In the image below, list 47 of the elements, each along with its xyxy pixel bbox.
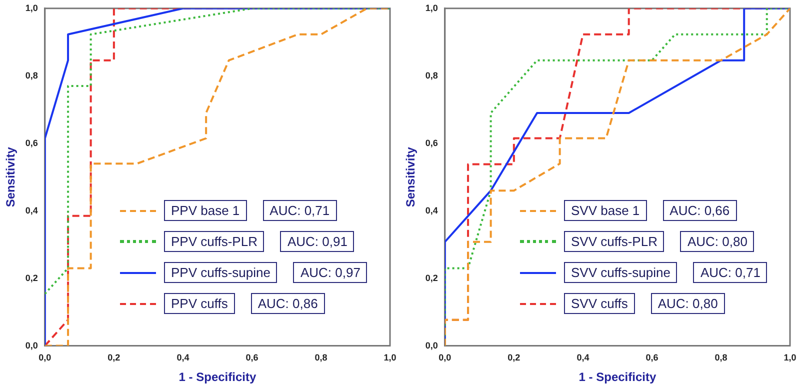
x-tick-label: 0,8	[714, 352, 728, 363]
y-tick-label: 0,2	[425, 272, 438, 283]
annotation: AUC: 0,86	[250, 293, 325, 314]
y-tick-label: 0,0	[25, 340, 38, 350]
y-tick-label: 1,0	[25, 2, 38, 13]
x-tick-label: 0,8	[314, 352, 328, 363]
legend-label: SVV cuffs	[564, 293, 635, 314]
x-tick-label: 0,4	[176, 352, 190, 363]
y-tick-label: 0,0	[425, 340, 438, 350]
x-tick-label: 0,0	[438, 352, 452, 363]
y-axis-title: Sensitivity	[404, 146, 418, 208]
x-tick-label: 1,0	[784, 352, 796, 363]
y-tick-label: 0,2	[25, 272, 38, 283]
x-tick-label: 0,0	[38, 352, 52, 363]
y-tick-label: 0,6	[25, 138, 38, 148]
x-tick-label: 0,2	[508, 352, 520, 363]
x-tick-label: 0,6	[246, 352, 258, 363]
y-axis-title: Sensitivity	[4, 146, 18, 208]
x-tick-label: 1,0	[384, 352, 396, 363]
line-series	[444, 8, 790, 346]
y-tick-label: 0,6	[425, 138, 438, 148]
annotation: AUC: 0,71	[262, 200, 337, 221]
y-tick-label: 1,0	[425, 2, 438, 13]
legend-label: PPV cuffs-supine	[164, 262, 278, 283]
x-tick-label: 0,4	[576, 352, 590, 363]
legend-label: PPV base 1	[164, 200, 247, 221]
legend-label: SVV cuffs-supine	[564, 262, 678, 283]
annotation: AUC: 0,71	[693, 262, 768, 283]
legend-label: PPV cuffs	[164, 293, 235, 314]
legend-label: SVV base 1	[564, 200, 647, 221]
y-tick-label: 0,8	[25, 70, 38, 80]
y-tick-label: 0,4	[25, 205, 38, 216]
line-series	[44, 8, 390, 346]
x-axis-title: 1 - Specificity	[578, 370, 656, 384]
line-series	[44, 8, 390, 295]
legend-label: SVV cuffs-PLR	[564, 231, 664, 252]
x-tick-label: 0,6	[646, 352, 658, 363]
annotation: AUC: 0,97	[293, 262, 368, 283]
legend-label: PPV cuffs-PLR	[164, 231, 264, 252]
y-tick-label: 0,8	[425, 70, 438, 80]
x-tick-label: 0,2	[108, 352, 120, 363]
x-axis-title: 1 - Specificity	[178, 370, 256, 384]
annotation: AUC: 0,66	[662, 200, 737, 221]
annotation: AUC: 0,91	[280, 231, 354, 252]
annotation: AUC: 0,80	[650, 293, 725, 314]
y-tick-label: 0,4	[425, 205, 438, 216]
annotation: AUC: 0,80	[680, 231, 754, 252]
